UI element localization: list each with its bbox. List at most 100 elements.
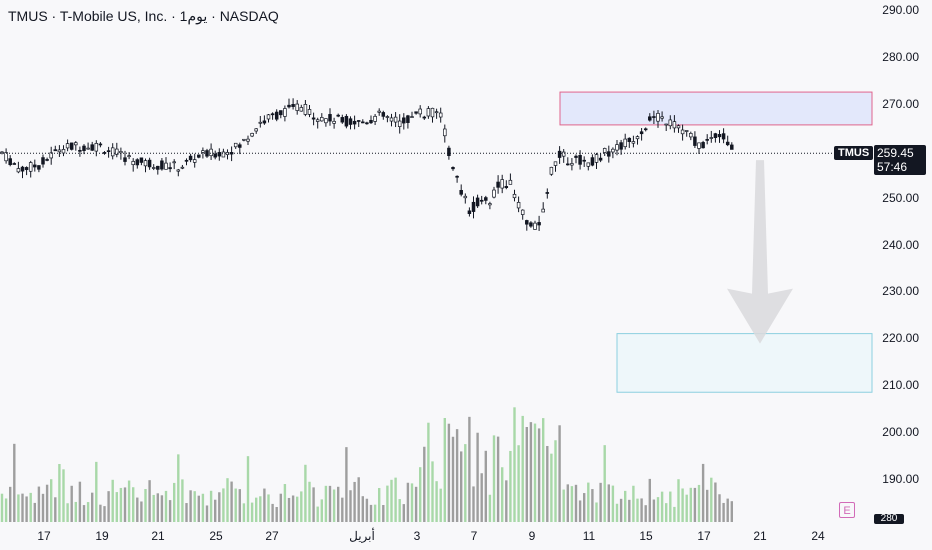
candle-body: [233, 142, 238, 148]
candle-body: [574, 155, 578, 158]
candle-body: [549, 166, 554, 175]
candle-body: [258, 121, 263, 124]
volume-bar: [357, 477, 360, 522]
volume-bar: [70, 485, 73, 522]
volume-bar: [111, 479, 114, 522]
candle-body: [566, 163, 570, 166]
time-tick: 25: [209, 529, 223, 543]
volume-bar: [665, 503, 668, 522]
volume-bar: [226, 478, 229, 522]
candle-body: [672, 121, 677, 129]
volume-bar: [148, 480, 151, 522]
volume-bar: [345, 447, 348, 522]
target-zone: [616, 333, 873, 393]
volume-bar: [214, 499, 217, 522]
volume-bar: [127, 480, 131, 522]
candle-body: [324, 118, 328, 124]
volume-bar: [505, 480, 508, 522]
candle-body: [336, 114, 340, 117]
candle-body: [463, 195, 468, 199]
candle-body: [291, 104, 295, 107]
candle-body: [541, 208, 545, 213]
volume-bar: [353, 481, 356, 522]
volume-bar: [628, 499, 631, 522]
volume-bar: [189, 490, 192, 522]
candle-body: [344, 115, 349, 127]
volume-bar: [394, 477, 397, 522]
volume-bar: [669, 491, 672, 522]
volume-bar: [337, 486, 340, 522]
volume-bar: [275, 506, 278, 522]
volume-bar: [37, 486, 41, 522]
candle-body: [274, 111, 279, 120]
candle-body: [311, 117, 316, 120]
price-axis[interactable]: 290.00280.00270.00260.00250.00240.00230.…: [872, 0, 932, 550]
candle-body: [143, 160, 148, 167]
volume-bar: [435, 481, 438, 522]
candle-body: [78, 149, 82, 152]
candle-body: [607, 151, 611, 157]
candle-body: [635, 136, 640, 140]
volume-bar: [382, 505, 385, 522]
volume-bar: [427, 422, 430, 522]
volume-bar: [562, 489, 565, 522]
volume-bar: [673, 506, 676, 522]
volume-bar: [464, 444, 467, 522]
candle-body: [693, 136, 697, 146]
candle-body: [594, 154, 599, 163]
candle-body: [352, 120, 357, 125]
candle-body: [184, 159, 189, 162]
volume-bar: [328, 485, 332, 522]
axis-cut-label: 280: [874, 514, 904, 524]
candle-body: [496, 181, 500, 188]
down-arrow: [727, 160, 793, 344]
time-tick: أبريل: [349, 529, 375, 543]
candle-body: [127, 155, 131, 158]
volume-bar: [201, 493, 205, 522]
candle-body: [430, 107, 435, 118]
volume-bar: [697, 484, 701, 522]
candle-body: [254, 128, 258, 132]
volume-bar: [718, 494, 721, 522]
candle-body: [508, 179, 513, 185]
candle-body: [725, 141, 730, 146]
volume-bar: [587, 482, 590, 522]
volume-bar: [173, 482, 176, 522]
volume-bar: [164, 490, 168, 522]
candle-body: [188, 155, 193, 161]
candle-body: [545, 192, 550, 194]
volume-bar: [267, 494, 270, 522]
volume-bar: [431, 461, 434, 522]
volume-bar: [726, 498, 729, 522]
candle-body: [69, 142, 74, 150]
candle-body: [590, 157, 595, 166]
candle-body: [33, 164, 37, 168]
candle-body: [447, 147, 451, 157]
candle-body: [147, 159, 152, 168]
volume-bar: [472, 486, 475, 522]
volume-bar: [17, 494, 20, 522]
candle-body: [115, 148, 119, 155]
earnings-icon[interactable]: E: [839, 502, 855, 518]
candle-body: [484, 197, 488, 201]
volume-bar: [583, 493, 586, 522]
volume-bar: [193, 491, 196, 522]
price-tick: 190.00: [882, 472, 919, 486]
candle-body: [246, 138, 250, 142]
candle-body: [455, 175, 459, 178]
volume-bar: [58, 463, 61, 522]
candle-body: [721, 133, 726, 140]
volume-bar: [599, 482, 602, 522]
volume-bar: [423, 446, 426, 522]
volume-bar: [54, 497, 57, 522]
volume-bar: [107, 491, 110, 522]
volume-bar: [378, 488, 381, 522]
volume-bars: [0, 407, 733, 522]
volume-bar: [689, 487, 692, 522]
candle-body: [238, 144, 242, 148]
volume-bar: [611, 485, 615, 522]
price-tick: 220.00: [882, 331, 919, 346]
time-tick: 3: [413, 529, 421, 543]
candle-body: [82, 145, 86, 151]
